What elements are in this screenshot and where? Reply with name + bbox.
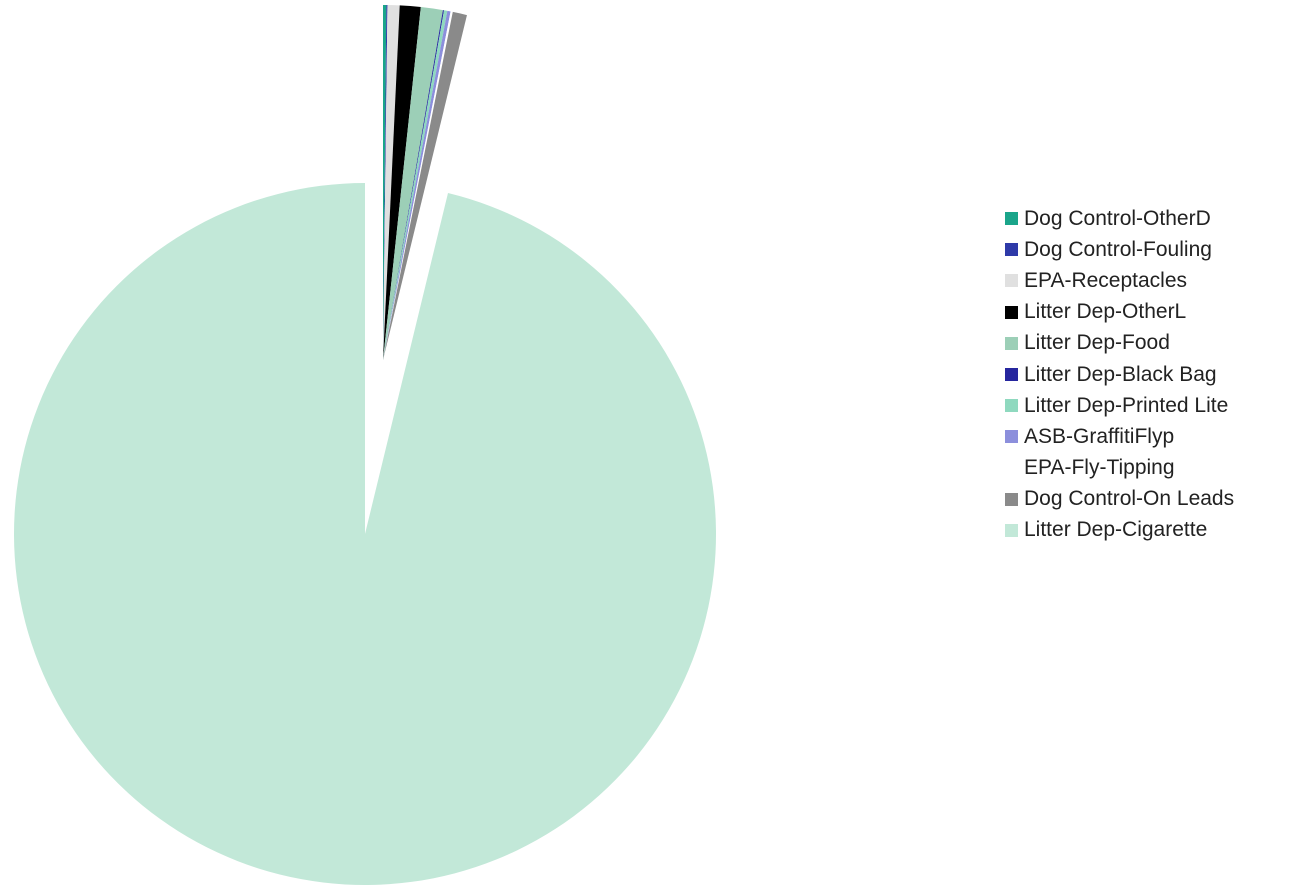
legend-label: EPA-Receptacles — [1024, 268, 1188, 292]
legend-label: Litter Dep-OtherL — [1024, 300, 1187, 324]
legend-item: Dog Control-On Leads — [1005, 484, 1234, 515]
legend-item: ASB-GraffitiFlyp — [1005, 421, 1234, 452]
pie-slice-litter-dep-cigarette — [13, 183, 716, 885]
legend-item: EPA-Fly-Tipping — [1005, 453, 1234, 484]
legend-item: Dog Control-OtherD — [1005, 203, 1234, 234]
legend-item: EPA-Receptacles — [1005, 265, 1234, 296]
pie-slice-epa-fly-tipping — [383, 11, 453, 361]
legend-item: Litter Dep-Black Bag — [1005, 359, 1234, 390]
legend-label: Litter Dep-Cigarette — [1024, 518, 1208, 542]
pie-slice-dog-control-otherd — [383, 5, 387, 360]
pie-slice-litter-dep-black-bag — [383, 10, 445, 361]
legend-label: Dog Control-Fouling — [1024, 237, 1212, 261]
legend-swatch — [1005, 399, 1018, 413]
legend-label: Litter Dep-Black Bag — [1024, 362, 1217, 386]
legend-swatch — [1005, 492, 1018, 506]
pie-slice-asb-graffitiflyp — [383, 10, 451, 360]
legend-label: EPA-Fly-Tipping — [1024, 456, 1175, 480]
pie-slice-litter-dep-food — [383, 7, 443, 360]
legend-item: Litter Dep-Printed Lite — [1005, 390, 1234, 421]
legend-swatch — [1005, 212, 1018, 226]
legend-swatch — [1005, 305, 1018, 319]
legend-label: ASB-GraffitiFlyp — [1024, 424, 1175, 448]
pie-slice-litter-dep-otherl — [383, 5, 421, 360]
legend-item: Dog Control-Fouling — [1005, 234, 1234, 265]
legend-item: Litter Dep-Cigarette — [1005, 515, 1234, 546]
legend-item: Litter Dep-Food — [1005, 328, 1234, 359]
legend-swatch — [1005, 461, 1018, 475]
legend-label: Dog Control-OtherD — [1024, 206, 1211, 230]
legend-label: Litter Dep-Printed Lite — [1024, 393, 1229, 417]
legend: Dog Control-OtherD Dog Control-Fouling EPA… — [1005, 203, 1234, 546]
pie-slice-epa-receptacles — [383, 5, 400, 361]
pie-slice-dog-control-on-leads — [383, 11, 467, 360]
legend-swatch — [1005, 336, 1018, 350]
legend-item: Litter Dep-OtherL — [1005, 297, 1234, 328]
legend-label: Litter Dep-Food — [1024, 331, 1170, 355]
legend-swatch — [1005, 523, 1018, 537]
legend-swatch — [1005, 274, 1018, 288]
pie-slice-dog-control-fouling — [383, 5, 388, 360]
legend-swatch — [1005, 430, 1018, 444]
legend-swatch — [1005, 243, 1018, 257]
legend-label: Dog Control-On Leads — [1024, 487, 1235, 511]
legend-swatch — [1005, 368, 1018, 382]
pie-slice-litter-dep-printed-lite — [383, 10, 448, 360]
